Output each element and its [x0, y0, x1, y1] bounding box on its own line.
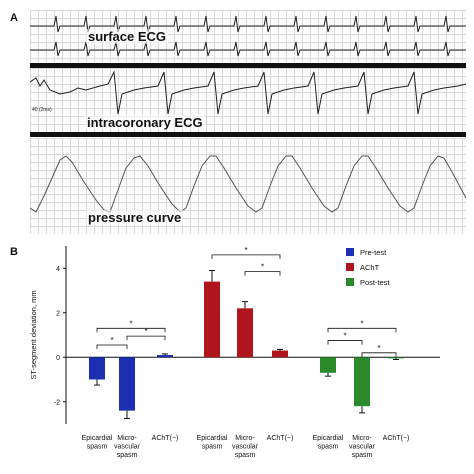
intracoronary-ecg-svg — [30, 70, 466, 115]
category-label-0-1-2: spasm — [117, 452, 138, 459]
category-label-2-1-1: vascular — [349, 444, 376, 451]
st-deviation-chart: -2 0 2 4 ST-segment deviation, mm Epicardial s… — [29, 246, 440, 459]
bar-2-1 — [354, 357, 370, 407]
intracoronary-ecg-trace: 40 (2ms) intracoronary ECG — [30, 68, 466, 132]
legend-label-1: AChT — [360, 263, 380, 272]
category-label-1-0-0: Epicardial — [197, 435, 228, 442]
pressure-curve-label: pressure curve — [86, 210, 184, 225]
bar-1-0 — [204, 281, 220, 358]
separator-1 — [30, 63, 466, 68]
significance-bracket-0-1 — [96, 344, 128, 350]
category-label-2-2-0: AChT(−) — [383, 435, 410, 442]
category-label-1-2-0: AChT(−) — [267, 435, 294, 442]
category-label-2-1-0: Micro- — [352, 435, 372, 442]
significance-bracket-1-1 — [244, 271, 281, 276]
category-label-0-1-1: vascular — [114, 444, 141, 451]
significance-star-2-0: * — [360, 319, 363, 328]
pressure-curve-line — [30, 155, 466, 213]
category-label-1-0-1: spasm — [202, 444, 223, 451]
category-label-2-0-1: spasm — [318, 444, 339, 451]
bar-2-0 — [320, 357, 336, 373]
significance-bracket-0-2 — [126, 335, 166, 341]
separator-2 — [30, 132, 466, 137]
significance-star-0-1: * — [110, 336, 113, 345]
pressure-curve-svg — [30, 155, 466, 213]
category-label-2-1-2: spasm — [352, 452, 373, 459]
significance-star-1-1: * — [261, 263, 264, 272]
surface-ecg-line-2 — [30, 41, 466, 57]
y-tick-label-3: 4 — [56, 266, 60, 273]
panel-a-letter: A — [10, 12, 18, 24]
bar-2-2 — [388, 357, 404, 359]
category-label-0-2-0: AChT(−) — [152, 435, 179, 442]
significance-bracket-2-1 — [327, 340, 363, 345]
intracoronary-scale-label: 40 (2ms) — [32, 107, 52, 113]
panel-b-letter: B — [10, 246, 18, 258]
legend-swatch-1 — [346, 263, 354, 271]
significance-bracket-2-2 — [361, 352, 397, 357]
category-label-1-1-2: spasm — [235, 452, 256, 459]
significance-bracket-1-0 — [211, 254, 281, 259]
legend-label-2: Post-test — [360, 278, 391, 287]
significance-star-1-0: * — [244, 246, 247, 255]
significance-star-0-2: * — [144, 327, 147, 336]
bar-0-0 — [89, 357, 105, 380]
intracoronary-ecg-line — [30, 70, 466, 115]
significance-bracket-0-0 — [96, 327, 166, 333]
category-label-1-1-1: vascular — [232, 444, 259, 451]
category-label-1-1-0: Micro- — [235, 435, 255, 442]
y-tick-label-1: 0 — [56, 355, 60, 362]
pressure-curve-trace: pressure curve — [30, 138, 466, 234]
category-label-0-0-0: Epicardial — [82, 435, 113, 442]
bar-1-1 — [237, 308, 253, 358]
significance-star-2-1: * — [343, 332, 346, 341]
category-label-0-1-0: Micro- — [117, 435, 137, 442]
surface-ecg-line-1 — [30, 15, 466, 33]
significance-star-2-2: * — [377, 344, 380, 353]
category-label-0-0-1: spasm — [87, 444, 108, 451]
bar-0-1 — [119, 357, 135, 411]
legend-swatch-0 — [346, 248, 354, 256]
y-axis-label: ST-segment deviation, mm — [29, 290, 38, 379]
bar-0-2 — [157, 355, 173, 358]
surface-ecg-svg — [30, 15, 466, 57]
panel-a-traces: surface ECG 40 (2ms) intracoronary ECG p… — [30, 10, 466, 234]
y-tick-label-0: -2 — [54, 399, 60, 406]
y-tick-label-2: 2 — [56, 310, 60, 317]
surface-ecg-trace: surface ECG — [30, 10, 466, 62]
surface-ecg-label: surface ECG — [86, 29, 169, 44]
legend-label-0: Pre-test — [360, 248, 387, 257]
significance-bracket-2-0 — [327, 327, 397, 333]
significance-star-0-0: * — [129, 319, 132, 328]
category-label-2-0-0: Epicardial — [313, 435, 344, 442]
bar-1-2 — [272, 350, 288, 358]
legend-swatch-2 — [346, 278, 354, 286]
intracoronary-ecg-label: intracoronary ECG — [85, 115, 205, 130]
